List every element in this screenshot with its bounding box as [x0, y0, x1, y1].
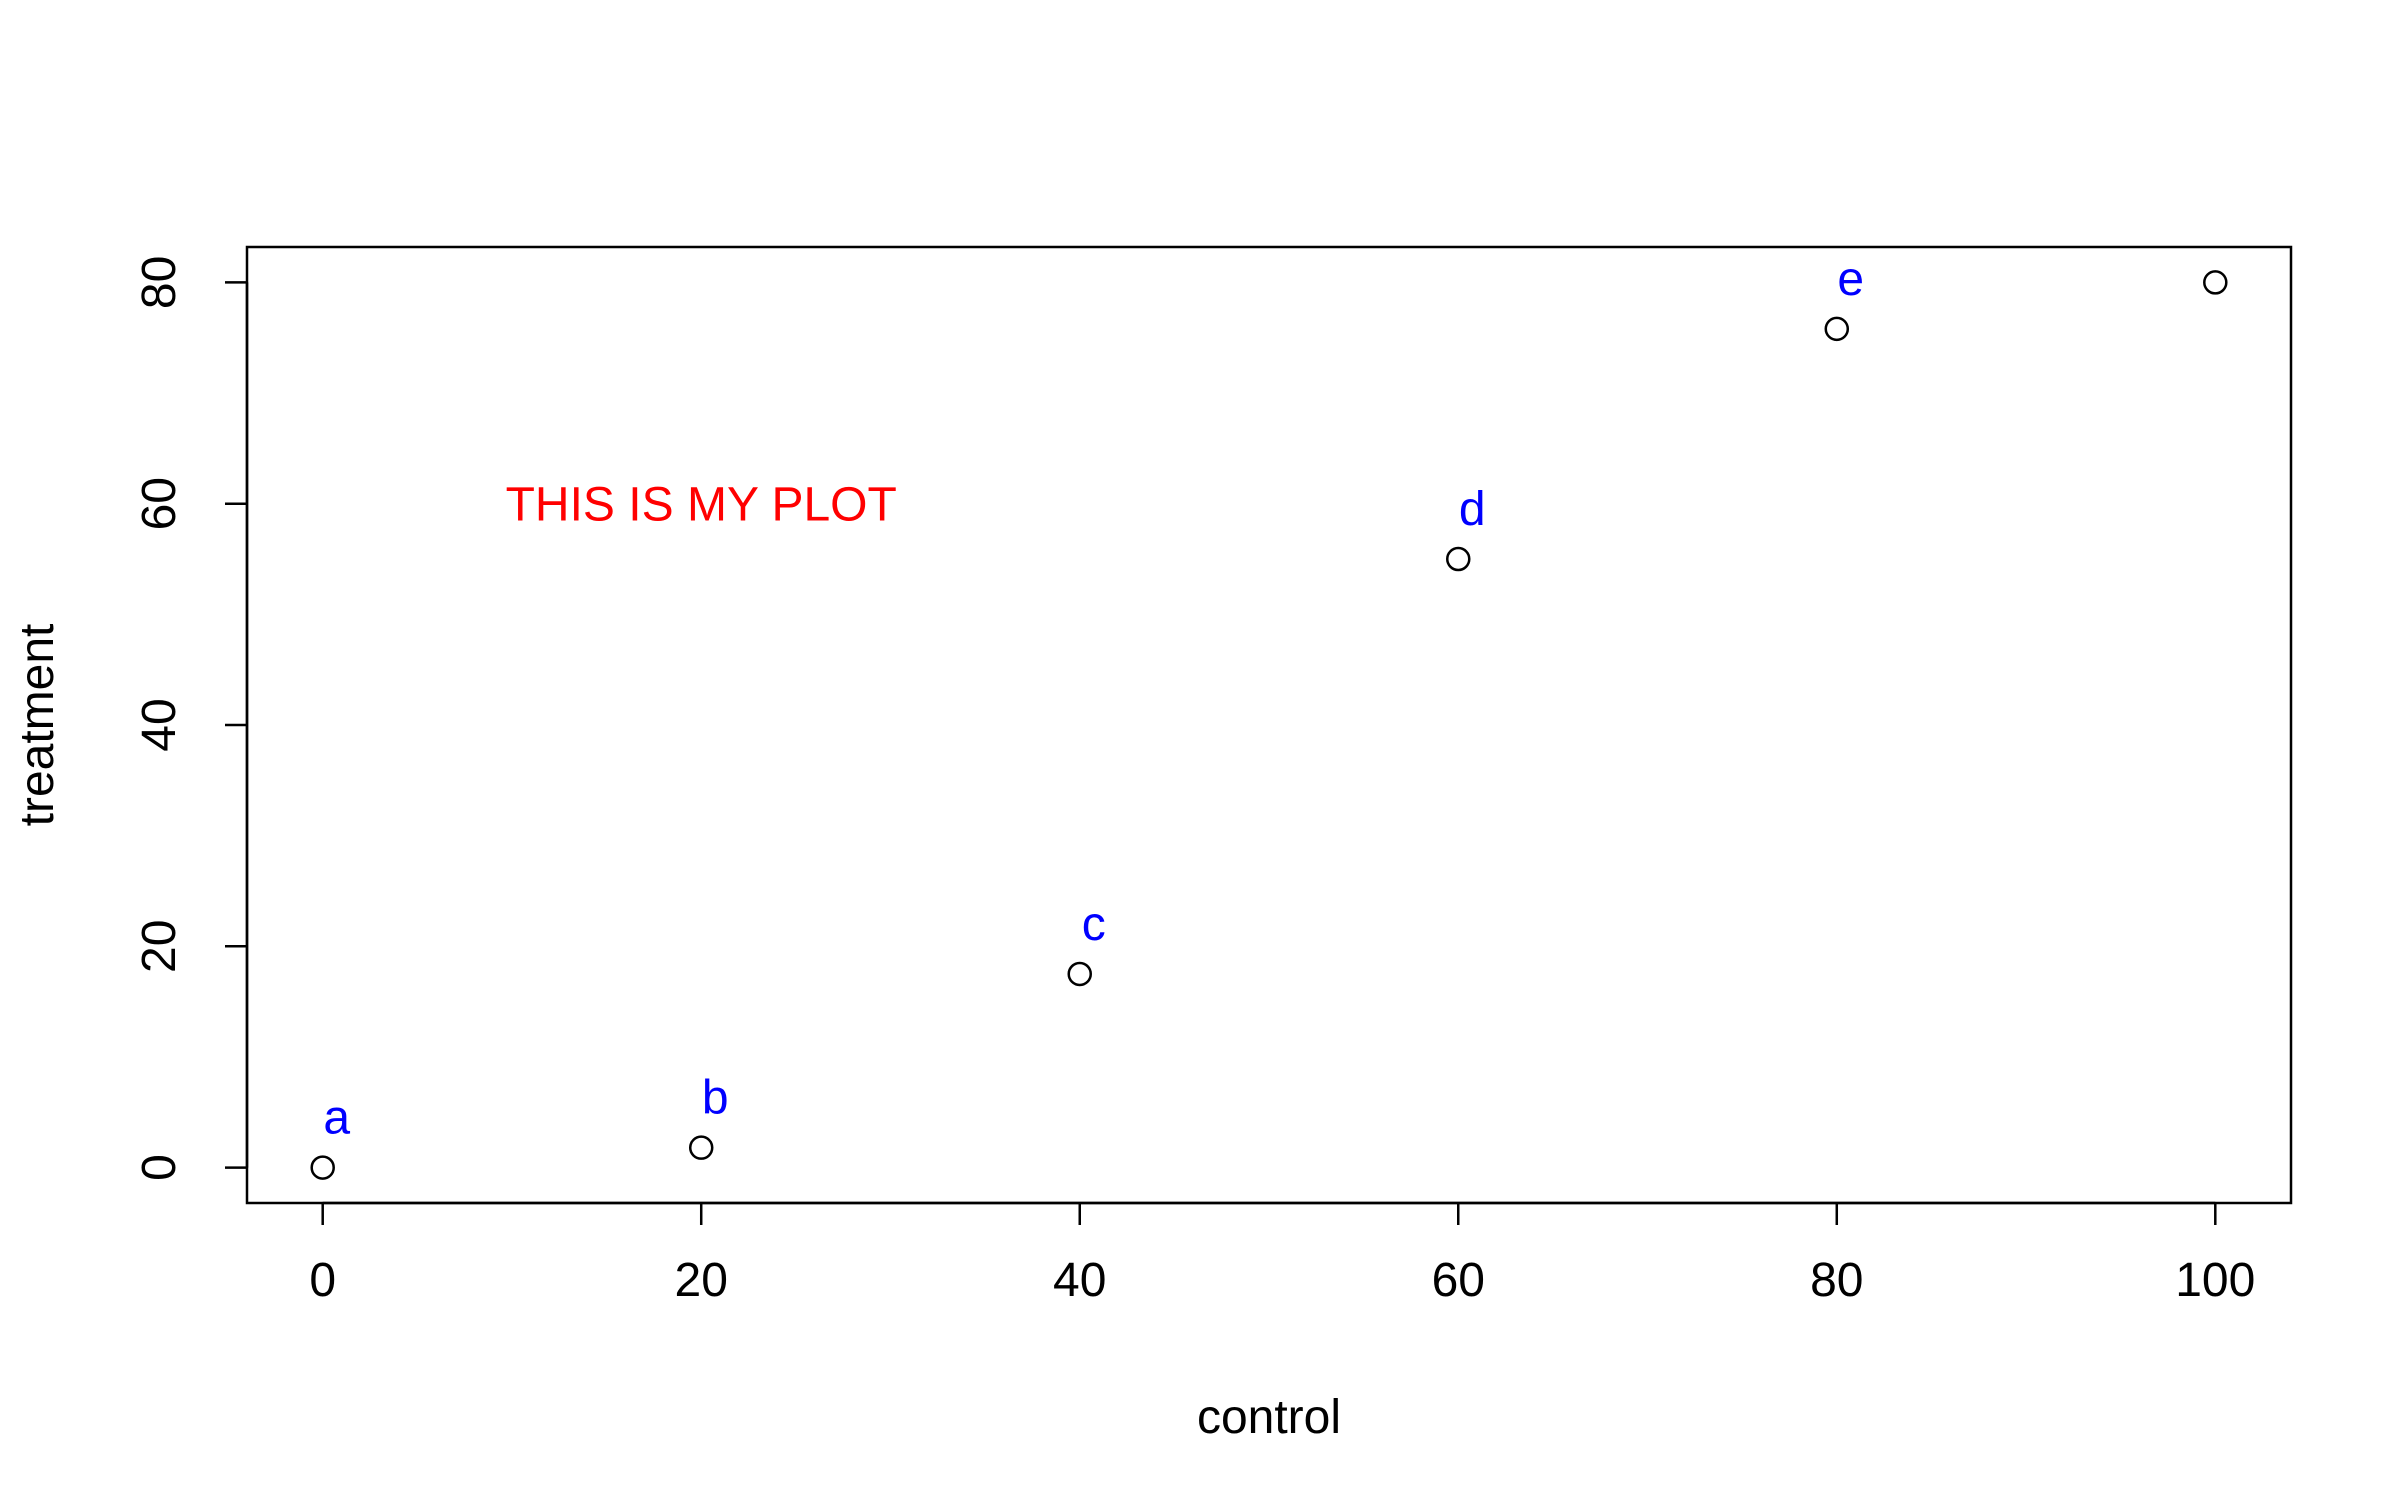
point-label: b	[702, 1072, 729, 1125]
y-tick-label: 80	[133, 256, 186, 309]
x-tick-label: 0	[309, 1254, 336, 1307]
plot-frame	[245, 245, 2293, 1205]
y-axis-title: treatment	[11, 624, 64, 827]
x-tick-label: 40	[1053, 1254, 1106, 1307]
point-labels: a b c d e	[323, 253, 1864, 1145]
y-axis: 0 20 40 60 80	[133, 256, 249, 1181]
x-tick-label: 100	[2175, 1254, 2255, 1307]
data-point	[1446, 546, 1471, 572]
x-axis-title: control	[1197, 1391, 1341, 1444]
y-tick-label: 0	[133, 1154, 186, 1181]
point-label: a	[323, 1092, 350, 1145]
point-label: e	[1837, 253, 1864, 306]
data-points	[310, 270, 2228, 1180]
x-tick-label: 20	[675, 1254, 728, 1307]
data-point	[1824, 316, 1850, 342]
y-tick-label: 60	[133, 477, 186, 530]
x-tick-label: 80	[1810, 1254, 1863, 1307]
y-tick-label: 20	[133, 920, 186, 973]
point-label: c	[1082, 898, 1106, 951]
data-point	[688, 1135, 714, 1160]
data-point	[310, 1155, 335, 1180]
point-label: d	[1459, 483, 1486, 536]
data-point	[1067, 961, 1092, 987]
data-point	[2203, 270, 2228, 295]
x-axis: 0 20 40 60 80 100	[309, 1201, 2255, 1307]
x-tick-label: 60	[1432, 1254, 1485, 1307]
plot-annotation: THIS IS MY PLOT	[506, 479, 897, 532]
y-tick-label: 40	[133, 698, 186, 751]
